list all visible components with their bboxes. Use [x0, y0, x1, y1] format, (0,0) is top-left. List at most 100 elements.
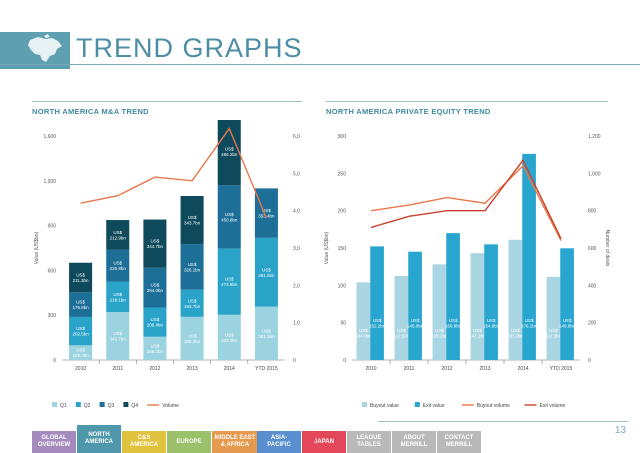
y2-tick-label: 1,000	[293, 321, 300, 327]
legend-swatch	[362, 402, 367, 407]
y-tick-label: 50	[340, 321, 346, 327]
y2-tick-label: 4,000	[293, 209, 300, 215]
x-tick-label: YTD 2015	[255, 366, 278, 372]
x-tick-label: 2010	[75, 366, 86, 372]
y2-axis-label: Number of deals	[604, 230, 610, 267]
nav-item-8[interactable]: ABOUT MERRILL	[392, 431, 436, 453]
bar-exit-value	[484, 244, 498, 360]
north-america-map-icon	[28, 34, 62, 62]
data-label: US$ 212.9bn	[110, 230, 127, 241]
y2-tick-label: 0	[588, 358, 591, 364]
y2-tick-label: 800	[588, 209, 597, 215]
ma-chart-title: NORTH AMERICA M&A TREND	[32, 107, 149, 116]
y2-tick-label: 0	[293, 358, 296, 364]
line-exit-volume	[370, 158, 562, 239]
x-tick-label: 2013	[479, 366, 490, 372]
data-label: US$ 161.0bn	[507, 328, 524, 339]
x-tick-label: 2014	[224, 366, 235, 372]
bar-exit-value	[446, 233, 460, 360]
x-tick-label: 2014	[517, 366, 528, 372]
y-tick-label: 1,600	[43, 134, 56, 140]
x-tick-label: 2012	[149, 366, 160, 372]
nav-item-6[interactable]: JAPAN	[302, 431, 346, 453]
bar-exit-value	[408, 251, 422, 360]
bar-q3	[180, 244, 204, 290]
bar-q2	[69, 316, 93, 346]
nav-item-4[interactable]: MIDDLE EAST & AFRICA	[212, 431, 258, 453]
data-label: US$ 342.7bn	[110, 331, 127, 342]
bar-q1	[254, 306, 278, 360]
y-axis-label: Value (US$bn)	[324, 231, 330, 264]
y-tick-label: 600	[48, 268, 57, 274]
data-label: US$ 486.2bn	[221, 146, 238, 157]
data-label: US$ 218.1bn	[110, 292, 127, 303]
data-label: US$ 211.3bn	[73, 273, 89, 284]
bar-q4	[180, 195, 204, 245]
bar-q1	[69, 345, 93, 360]
data-label: US$ 284.0bn	[147, 283, 164, 294]
y2-tick-label: 200	[588, 321, 597, 327]
legend-label: Q2	[84, 403, 91, 409]
bar-exit-value	[522, 153, 536, 360]
data-label: US$ 104.0bn	[355, 328, 372, 339]
x-tick-label: 2012	[441, 366, 452, 372]
bar-q1	[106, 312, 130, 360]
data-label: US$ 112.5bn	[393, 328, 409, 339]
bar-q4	[69, 262, 93, 293]
y2-tick-label: 600	[588, 246, 597, 252]
data-label: US$ 154.9bn	[483, 318, 500, 329]
nav-item-7[interactable]: LEAGUE TABLES	[347, 431, 391, 453]
pe-trend-chart: 0 50 100 150 200 250 300 0 200 400 600 800 1,000 1,20…	[324, 134, 610, 409]
bar-q2	[106, 281, 130, 313]
ma-trend-chart: 0 300 600 900 1,200 1,600 0 1,000 2,000 3,000 4,00…	[34, 120, 300, 409]
page-rule	[378, 421, 628, 422]
bar-exit-value	[370, 246, 384, 360]
pe-chart-title: NORTH AMERICA PRIVATE EQUITY TREND	[326, 107, 491, 116]
legend-label: Buyout volume	[477, 403, 510, 409]
nav-item-3[interactable]: EUROPE	[167, 431, 211, 453]
header-band	[0, 32, 70, 69]
data-label: US$ 105.0bn	[72, 348, 89, 359]
data-label: US$ 175.8bn	[72, 300, 89, 311]
nav-item-0[interactable]: GLOBAL OVERVIEW	[32, 431, 76, 453]
nav-item-2[interactable]: C&S AMERICA	[122, 431, 166, 453]
bar-q1	[143, 336, 167, 360]
data-label: US$ 450.8bn	[221, 212, 238, 223]
y-tick-label: 200	[338, 209, 347, 215]
legend-label: Volume	[162, 403, 179, 409]
data-label: US$ 353.4bn	[258, 208, 275, 219]
legend-swatch	[75, 402, 81, 407]
legend-label: Q3	[108, 403, 115, 409]
bar-buyout-value	[356, 282, 371, 360]
y-tick-label: 1,200	[43, 179, 56, 185]
bar-q2	[143, 307, 167, 337]
line-volume	[80, 127, 268, 219]
data-label: US$ 128.2bn	[431, 328, 448, 339]
bar-q4	[143, 219, 167, 268]
bar-q3	[69, 292, 93, 317]
nav-item-1[interactable]: NORTH AMERICA	[77, 425, 121, 453]
legend-label: Buyout value	[370, 403, 399, 409]
page-title: TREND GRAPHS	[76, 33, 303, 63]
legend-label: Exit value	[423, 403, 445, 409]
line-buyout-volume	[370, 164, 562, 241]
bar-exit-value	[560, 248, 574, 360]
data-label: US$ 225.9bn	[110, 261, 127, 272]
bar-buyout-value	[432, 264, 447, 360]
bar-q4	[106, 220, 130, 250]
data-label: US$ 343.7bn	[184, 215, 201, 226]
legend-swatch	[414, 402, 420, 407]
y2-tick-label: 1,000	[588, 171, 601, 177]
nav-item-9[interactable]: CONTACT MERRILL	[437, 431, 481, 453]
x-tick-label: 2010	[365, 366, 376, 372]
data-label: US$ 473.9bn	[221, 277, 238, 288]
data-label: US$ 323.0bn	[221, 332, 238, 343]
legend-swatch	[99, 402, 105, 407]
bar-q2	[217, 248, 241, 315]
data-label: US$ 143.1bn	[469, 328, 486, 339]
x-tick-label: YTD 2015	[550, 366, 573, 372]
y-tick-label: 0	[343, 358, 346, 364]
y-tick-label: 300	[338, 134, 347, 140]
data-label: US$ 166.2bn	[147, 343, 164, 354]
nav-item-5[interactable]: ASIA- PACIFIC	[257, 431, 301, 453]
